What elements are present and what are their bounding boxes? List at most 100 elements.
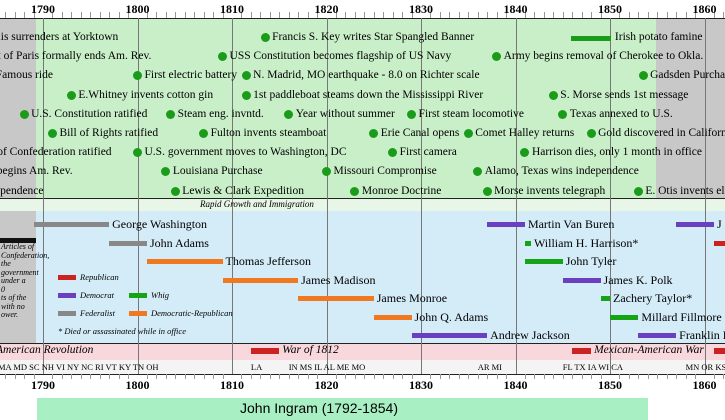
minor-tick-bottom [496, 374, 498, 379]
event-dot [407, 109, 417, 119]
president-name: James Monroe [376, 291, 448, 305]
legend-label-republican: Republican [80, 272, 119, 282]
president-name: John Adams [149, 235, 209, 250]
minor-tick-top [156, 12, 158, 18]
event-dot [19, 109, 29, 119]
event-label: Monroe Doctrine [361, 184, 442, 197]
decade-gridline [610, 18, 611, 374]
legend-note: * Died or assassinated while in office [58, 326, 186, 336]
minor-tick-top [638, 12, 640, 18]
bottom-year-1790: 1790 [31, 378, 55, 392]
minor-tick-top [241, 12, 243, 18]
minor-tick-bottom [354, 374, 356, 379]
minor-tick-top [695, 12, 697, 18]
legend-swatch-federalist [58, 311, 76, 316]
minor-tick-bottom [411, 374, 413, 379]
event-label: U.S. government moves to Washington, DC [144, 146, 347, 159]
event-dot [463, 129, 473, 138]
event-dot [66, 90, 76, 100]
event-label: S. Morse sends 1st message [560, 88, 689, 101]
bottom-year-1840: 1840 [503, 378, 528, 392]
minor-tick-bottom [458, 374, 460, 379]
event-label: Gold discovered in California [598, 127, 725, 139]
minor-tick-top [260, 12, 262, 18]
president-term-bar [676, 222, 714, 227]
articles-note-line: under a [1, 276, 26, 285]
minor-tick-top [496, 12, 498, 18]
minor-tick-top [203, 12, 205, 18]
minor-tick-top [335, 12, 337, 18]
president-name: George Washington [112, 217, 208, 231]
minor-tick-top [194, 12, 196, 18]
statehood-labels: FL TX IA WI CA [562, 362, 624, 372]
minor-tick-top [317, 12, 319, 18]
minor-tick-top [307, 12, 309, 18]
minor-tick-bottom [666, 374, 668, 379]
minor-tick-bottom [562, 374, 564, 379]
minor-tick-top [52, 12, 54, 18]
minor-tick-bottom [600, 374, 602, 379]
minor-tick-top [487, 12, 489, 18]
minor-tick-bottom [619, 374, 621, 379]
president-name: J [716, 217, 722, 231]
minor-tick-top [392, 12, 394, 18]
top-year-1820: 1820 [314, 2, 339, 16]
minor-tick-bottom [118, 374, 120, 379]
minor-tick-top [628, 12, 630, 18]
bottom-year-1820: 1820 [314, 378, 339, 392]
minor-tick-bottom [109, 374, 111, 379]
minor-tick-top [5, 12, 7, 18]
minor-tick-top [146, 12, 148, 18]
articles-note-line: ower. [1, 310, 19, 319]
minor-tick-bottom [241, 374, 243, 379]
event-dot [170, 186, 180, 196]
event-dot [350, 186, 360, 196]
minor-tick-bottom [543, 374, 545, 379]
minor-tick-top [109, 12, 111, 18]
minor-tick-top [600, 12, 602, 18]
minor-tick-bottom [156, 374, 158, 379]
president-term-bar [33, 222, 110, 227]
minor-tick-top [647, 12, 649, 18]
minor-tick-bottom [676, 374, 678, 379]
legend-swatch-republican [58, 275, 76, 280]
president-name: Zachery Taylor* [613, 291, 693, 305]
minor-tick-bottom [364, 374, 366, 379]
top-year-1800: 1800 [125, 2, 150, 16]
statehood-labels: MA MD SC NH VI NY NC RI VT KY TN OH [0, 362, 159, 372]
minor-tick-top [572, 12, 574, 18]
minor-tick-bottom [307, 374, 309, 379]
minor-tick-top [222, 12, 224, 18]
event-label: Harrison dies, only 1 month in office [531, 146, 702, 159]
minor-tick-top [534, 12, 536, 18]
minor-tick-bottom [298, 374, 300, 379]
minor-tick-bottom [194, 374, 196, 379]
event-dot [284, 109, 294, 119]
bottom-year-1850: 1850 [598, 378, 622, 392]
legend-label-federalist: Federalist [80, 308, 115, 318]
decade-gridline [43, 18, 44, 374]
statehood-labels: IN MS IL AL ME MO [288, 362, 366, 372]
president-term-bar [146, 259, 223, 264]
minor-tick-bottom [685, 374, 687, 379]
growth-band [0, 198, 725, 212]
president-name: John Tyler [565, 254, 617, 268]
event-label: Famous ride [0, 69, 53, 82]
war-bar [713, 348, 725, 354]
top-year-1860: 1860 [692, 2, 717, 16]
minor-tick-top [128, 12, 130, 18]
war-label: War of 1812 [282, 344, 339, 356]
minor-tick-top [449, 12, 451, 18]
president-term-bar [411, 333, 488, 338]
minor-tick-top [685, 12, 687, 18]
event-label: Alamo, Texas wins independence [484, 165, 639, 178]
minor-tick-top [175, 12, 177, 18]
minor-tick-bottom [71, 374, 73, 379]
minor-tick-top [250, 12, 252, 18]
legend-swatch-democratic-republican [129, 311, 147, 316]
event-dot [558, 109, 568, 119]
minor-tick-top [666, 12, 668, 18]
event-label: 1st paddleboat steams down the Mississip… [253, 88, 484, 101]
minor-tick-bottom [269, 374, 271, 379]
articles-note-line: government [1, 267, 39, 277]
